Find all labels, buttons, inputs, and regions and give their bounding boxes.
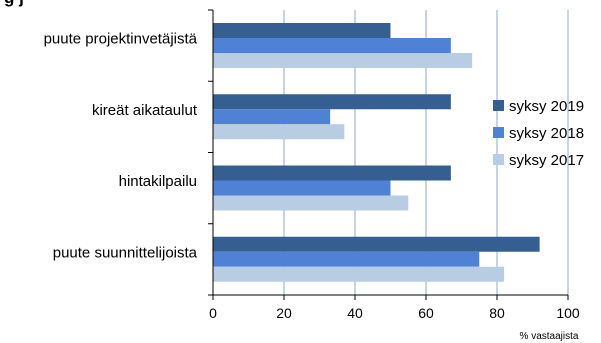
legend-label-2: syksy 2018 [509,125,584,142]
bar-4-3 [213,266,505,282]
x-tick-label-4: 80 [489,305,505,321]
bar-1-2 [213,38,451,53]
bar-1-1 [213,23,391,38]
legend-label-1: syksy 2019 [509,98,584,115]
legend-label-3: syksy 2017 [509,152,584,169]
bar-3-1 [213,165,451,181]
x-tick-label-1: 20 [276,305,292,321]
bars [213,23,540,282]
bar-3-3 [213,195,409,211]
bar-4-1 [213,236,540,252]
x-tick-label-2: 40 [347,305,363,321]
x-axis-unit-label: % vastaajista [520,331,579,342]
category-labels: puute projektinvetäjistä kireät aikataulu… [44,31,198,262]
x-tick-label-0: 0 [209,305,217,321]
category-label-2: kireät aikataulut [92,102,198,119]
axes [208,9,569,300]
tick-labels: 0 20 40 60 80 100 [209,305,580,321]
bar-1-3 [213,53,473,68]
legend-swatch-2 [493,127,504,138]
bar-2-3 [213,124,345,140]
category-label-3: hintakilpailu [119,173,197,190]
bar-3-2 [213,180,391,196]
chart-title-fragment: g j [4,0,24,8]
category-label-1: puute projektinvetäjistä [44,31,198,48]
legend-swatch-1 [493,100,504,111]
legend-swatch-3 [493,154,504,165]
legend: syksy 2019 syksy 2018 syksy 2017 [493,98,584,169]
bar-2-2 [213,109,331,125]
category-label-4: puute suunnittelijoista [53,244,198,261]
x-tick-label-5: 100 [556,305,580,321]
x-tick-label-3: 60 [418,305,434,321]
bar-4-2 [213,251,480,267]
bar-2-1 [213,94,451,110]
